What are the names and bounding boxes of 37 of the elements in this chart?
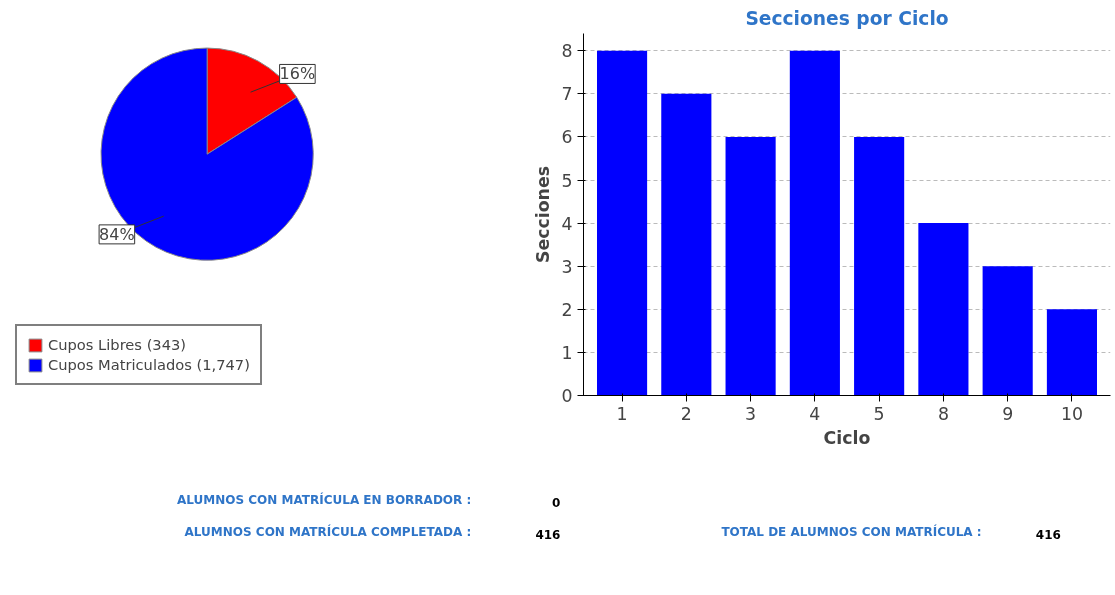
text: 416: [535, 528, 561, 543]
chart-title: Secciones por Ciclo: [745, 7, 949, 29]
x-axis-title: Ciclo: [823, 427, 871, 448]
bar: [597, 50, 648, 396]
data-label: 16%: [279, 64, 316, 84]
x-tick-label: 4: [809, 403, 821, 424]
x-tick-label: 3: [745, 403, 757, 424]
y-tick-label: 6: [561, 127, 573, 148]
x-tick-label: 10: [1060, 403, 1083, 424]
bar: [1046, 309, 1097, 396]
text: TOTAL DE ALUMNOS CON MATRÍCULA :: [721, 524, 982, 540]
text: ALUMNOS CON MATRÍCULA COMPLETADA :: [184, 524, 472, 540]
legend-label: Cupos Matriculados (1,747): [48, 356, 250, 373]
y-tick-label: 2: [561, 299, 573, 320]
bar: [661, 93, 712, 396]
bar: [918, 223, 969, 396]
y-tick-label: 3: [561, 256, 573, 277]
bar: [725, 136, 776, 396]
bar: [982, 266, 1033, 396]
text: ALUMNOS CON MATRÍCULA EN BORRADOR :: [177, 491, 472, 507]
bar: [854, 136, 905, 396]
data-label: 84%: [99, 224, 135, 244]
y-tick-label: 5: [561, 170, 573, 191]
y-tick-label: 1: [561, 342, 573, 363]
y-tick-label: 0: [561, 386, 573, 406]
legend-label: Cupos Libres (343): [48, 336, 187, 353]
x-tick-label: 8: [937, 403, 949, 424]
x-tick-label: 2: [680, 403, 692, 424]
y-tick-label: 7: [561, 84, 573, 105]
y-axis-title: Secciones: [533, 165, 554, 264]
y-tick-label: 8: [561, 41, 573, 62]
x-tick-label: 5: [873, 403, 885, 424]
y-tick-label: 4: [561, 213, 573, 234]
bar: [789, 50, 840, 396]
x-tick-label: 9: [1002, 403, 1014, 424]
text: 416: [1035, 528, 1061, 543]
x-tick-label: 1: [616, 403, 628, 424]
